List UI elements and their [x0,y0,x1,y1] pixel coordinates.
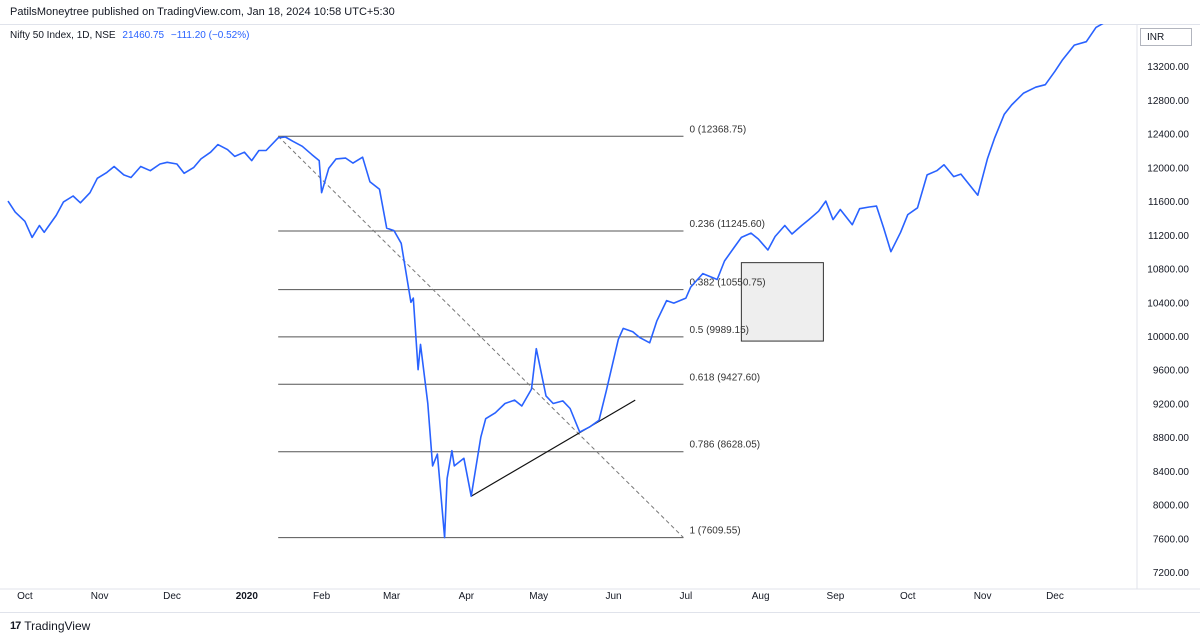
footer: 17 TradingView [0,612,1200,638]
price-axis[interactable]: 7200.00 7600.00 8000.00 8400.00 8800.00 9200.… [1147,62,1189,579]
y-tick-label: 13200.00 [1147,62,1189,73]
tradingview-brand[interactable]: 17 TradingView [10,619,90,633]
x-tick-label: Jun [605,591,621,602]
fib-level-label: 0.618 (9427.60) [689,372,760,383]
x-tick-label: Dec [1046,591,1064,602]
x-tick-label: Aug [752,591,770,602]
y-tick-label: 7200.00 [1153,568,1190,579]
x-tick-label: Mar [383,591,401,602]
symbol-name: Nifty 50 Index, 1D, NSE [10,30,116,41]
y-tick-label: 8800.00 [1153,433,1190,444]
symbol-legend[interactable]: Nifty 50 Index, 1D, NSE 21460.75 −111.20… [10,30,249,41]
y-tick-label: 11600.00 [1148,197,1189,208]
x-tick-label: Oct [900,591,916,602]
x-tick-label: Oct [17,591,33,602]
x-tick-label: May [529,591,548,602]
x-tick-label: Feb [313,591,331,602]
y-tick-label: 10400.00 [1147,298,1189,309]
x-tick-label: Jul [679,591,692,602]
publisher-bar: PatilsMoneytree published on TradingView… [0,0,1200,25]
x-tick-label: Nov [91,591,109,602]
fib-retracement[interactable]: 0 (12368.75) 0.236 (11245.60) 0.382 (10550… [278,124,824,539]
fib-level-label: 0.382 (10550.75) [689,278,765,289]
last-price: 21460.75 [122,30,165,41]
y-tick-label: 8400.00 [1153,467,1190,478]
fib-level-label: 1 (7609.55) [689,526,740,537]
y-tick-label: 9600.00 [1153,366,1190,377]
y-tick-label: 8000.00 [1153,501,1190,512]
publisher-text: PatilsMoneytree published on TradingView… [10,6,395,18]
x-tick-label: Apr [459,591,475,602]
y-tick-label: 12800.00 [1147,96,1189,107]
y-tick-label: 11200.00 [1148,231,1189,242]
y-tick-label: 9200.00 [1153,399,1190,410]
tradingview-logo-icon: 17 [10,620,21,632]
x-tick-label: Sep [827,591,845,602]
brand-name: TradingView [24,619,91,633]
trend-lines[interactable] [277,135,684,538]
currency-label[interactable]: INR [1140,28,1192,46]
y-tick-label: 10800.00 [1147,265,1189,276]
x-tick-label: 2020 [236,591,259,602]
highlight-box [740,262,824,342]
x-tick-label: Nov [974,591,992,602]
x-tick-label: Dec [163,591,181,602]
solid-trend-line [470,399,636,497]
y-tick-label: 12400.00 [1147,130,1189,141]
y-tick-label: 10000.00 [1147,332,1189,343]
y-tick-label: 12000.00 [1147,163,1189,174]
fib-level-label: 0 (12368.75) [689,124,746,135]
y-tick-label: 7600.00 [1153,534,1190,545]
price-change: −111.20 (−0.52%) [170,30,250,41]
price-chart[interactable]: 0 (12368.75) 0.236 (11245.60) 0.382 (10550… [0,24,1200,612]
time-axis[interactable]: Oct Nov Dec 2020 Feb Mar Apr May Jun Jul Aug Sep Oct… [17,591,1064,602]
fib-level-label: 0.236 (11245.60) [689,219,764,230]
fib-level-label: 0.5 (9989.15) [689,325,749,336]
fib-level-label: 0.786 (8628.05) [689,440,760,451]
price-series-line [7,24,1104,539]
